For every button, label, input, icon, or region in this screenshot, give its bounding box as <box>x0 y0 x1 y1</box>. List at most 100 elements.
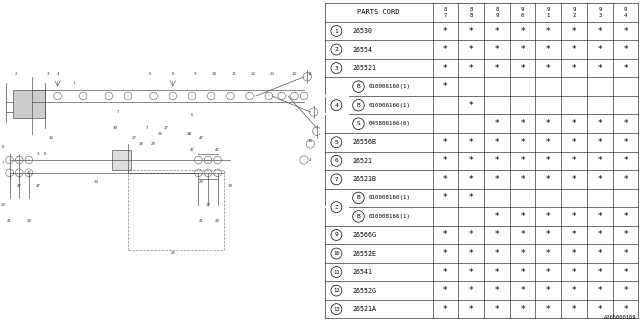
Text: *: * <box>572 156 577 165</box>
Text: *: * <box>520 230 525 239</box>
Text: *: * <box>520 119 525 128</box>
Text: 6: 6 <box>191 113 193 117</box>
Text: *: * <box>623 175 628 184</box>
Text: 7: 7 <box>146 126 148 130</box>
Text: *: * <box>495 119 499 128</box>
Text: 20: 20 <box>26 219 31 223</box>
Text: *: * <box>469 101 474 110</box>
Text: *: * <box>469 305 474 314</box>
Text: 9
0: 9 0 <box>521 7 524 18</box>
Text: 8
9: 8 9 <box>495 7 499 18</box>
Text: *: * <box>469 27 474 36</box>
Text: *: * <box>598 119 602 128</box>
Text: *: * <box>443 45 447 54</box>
Text: *: * <box>572 268 577 276</box>
Text: 7: 7 <box>335 177 339 182</box>
Text: 26: 26 <box>157 132 163 136</box>
Text: *: * <box>443 175 447 184</box>
Text: *: * <box>598 212 602 221</box>
Text: *: * <box>495 286 499 295</box>
Text: *: * <box>623 230 628 239</box>
Text: 8: 8 <box>172 72 174 76</box>
Text: *: * <box>469 268 474 276</box>
Text: *: * <box>623 119 628 128</box>
Text: *: * <box>443 27 447 36</box>
Text: 8: 8 <box>44 152 46 156</box>
Text: *: * <box>598 286 602 295</box>
Text: 9: 9 <box>335 232 339 237</box>
Text: 47: 47 <box>36 184 41 188</box>
Text: *: * <box>623 64 628 73</box>
Text: *: * <box>520 268 525 276</box>
Text: 6: 6 <box>335 158 339 163</box>
Text: 13: 13 <box>269 72 275 76</box>
Text: *: * <box>572 138 577 147</box>
Text: *: * <box>443 286 447 295</box>
Text: *: * <box>546 305 550 314</box>
Text: *: * <box>469 45 474 54</box>
Text: *: * <box>572 212 577 221</box>
Text: *: * <box>546 45 550 54</box>
Text: *: * <box>520 45 525 54</box>
Text: 265521: 265521 <box>353 65 377 71</box>
Text: *: * <box>572 249 577 258</box>
Text: *: * <box>598 138 602 147</box>
Text: *: * <box>469 64 474 73</box>
Text: *: * <box>598 27 602 36</box>
Text: 2: 2 <box>335 47 339 52</box>
Text: 22: 22 <box>205 203 211 207</box>
Text: *: * <box>443 156 447 165</box>
Text: *: * <box>495 138 499 147</box>
Text: *: * <box>598 156 602 165</box>
Text: PARTS CORD: PARTS CORD <box>357 10 400 15</box>
Text: 20: 20 <box>215 219 220 223</box>
Text: 32: 32 <box>49 136 54 140</box>
Text: 47: 47 <box>17 184 22 188</box>
Text: *: * <box>623 45 628 54</box>
Text: *: * <box>520 156 525 165</box>
Text: 1: 1 <box>188 132 190 136</box>
Text: *: * <box>623 249 628 258</box>
Text: *: * <box>495 27 499 36</box>
Text: *: * <box>598 45 602 54</box>
Text: *: * <box>546 212 550 221</box>
Text: 010008160(1): 010008160(1) <box>369 196 411 200</box>
Text: 3: 3 <box>37 152 40 156</box>
Text: 26556B: 26556B <box>353 139 377 145</box>
Text: B: B <box>356 103 360 108</box>
Text: *: * <box>520 138 525 147</box>
Text: *: * <box>598 230 602 239</box>
Text: B: B <box>356 214 360 219</box>
Text: *: * <box>469 230 474 239</box>
Text: 12: 12 <box>250 72 255 76</box>
Text: *: * <box>443 268 447 276</box>
Text: 21: 21 <box>7 219 12 223</box>
Text: 8
7: 8 7 <box>444 7 447 18</box>
Text: *: * <box>572 175 577 184</box>
Text: 26554: 26554 <box>353 46 372 52</box>
Text: 47: 47 <box>26 171 31 175</box>
Text: *: * <box>598 249 602 258</box>
Text: S: S <box>356 121 360 126</box>
Text: 28: 28 <box>138 142 143 146</box>
Text: *: * <box>469 193 474 202</box>
Text: 5: 5 <box>335 140 339 145</box>
Text: *: * <box>495 175 499 184</box>
Bar <box>13 90 45 118</box>
Text: 26521B: 26521B <box>353 176 377 182</box>
Text: 26566G: 26566G <box>353 232 377 238</box>
Text: 34: 34 <box>93 180 99 184</box>
Text: 26541: 26541 <box>353 269 372 275</box>
Text: 4: 4 <box>309 158 312 162</box>
Text: 26521A: 26521A <box>353 306 377 312</box>
Text: *: * <box>546 119 550 128</box>
Text: 010006166(1): 010006166(1) <box>369 103 411 108</box>
Text: *: * <box>623 156 628 165</box>
Text: 47: 47 <box>199 136 204 140</box>
Text: 9
2: 9 2 <box>572 7 576 18</box>
Text: *: * <box>623 27 628 36</box>
Text: 7: 7 <box>117 110 120 114</box>
Text: *: * <box>520 212 525 221</box>
Text: *: * <box>443 138 447 147</box>
Text: *: * <box>520 64 525 73</box>
